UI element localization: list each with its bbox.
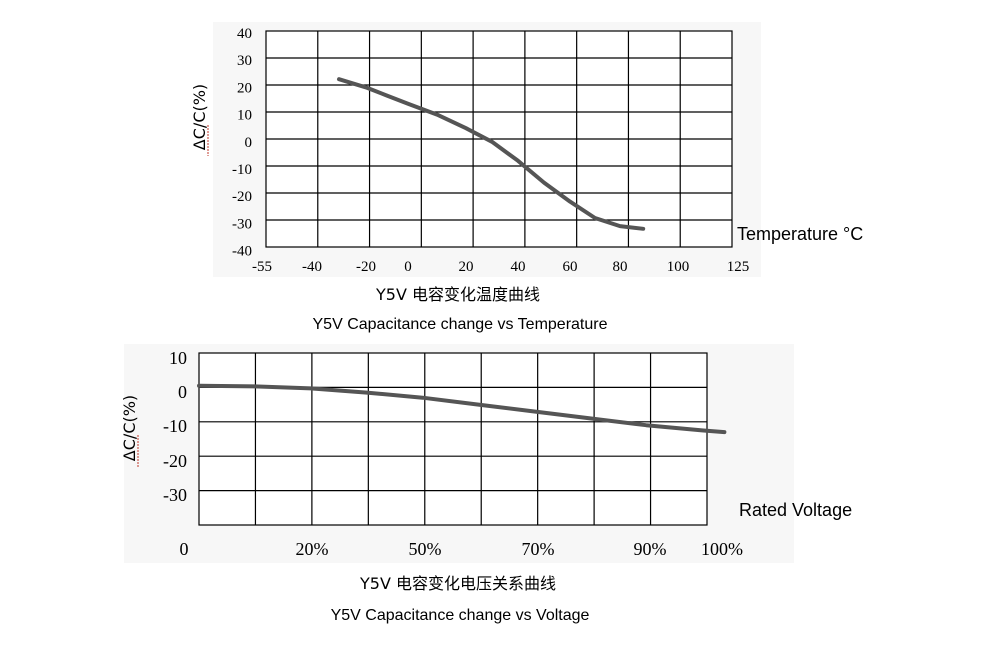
voltage-x-tick-label: 20% — [296, 539, 329, 559]
temperature-plot-frame — [265, 30, 733, 248]
temperature-y-tick-label: 30 — [237, 53, 252, 69]
temperature-y-tick-label: 10 — [237, 108, 252, 124]
voltage-plot-frame — [198, 352, 708, 526]
voltage-x-tick-label: 70% — [522, 539, 555, 559]
voltage-x-tick-label: 50% — [409, 539, 442, 559]
temperature-x-axis-side-label: Temperature °C — [737, 224, 863, 244]
temperature-x-tick-label: 60 — [563, 259, 578, 275]
voltage-title-cn: Y5V 电容变化电压关系曲线 — [359, 574, 556, 593]
temperature-y-tick-labels: 40 30 20 10 0 -10 -20 -30 -40 — [232, 26, 252, 260]
voltage-y-tick-label: 10 — [169, 348, 187, 368]
temperature-title-cn: Y5V 电容变化温度曲线 — [375, 285, 540, 304]
voltage-title-en: Y5V Capacitance change vs Voltage — [331, 607, 590, 624]
voltage-y-tick-label: 0 — [178, 382, 187, 402]
temperature-y-tick-label: -30 — [232, 216, 252, 232]
voltage-y-tick-labels: 10 0 -10 -20 -30 — [163, 348, 187, 505]
voltage-y-tick-label: -20 — [163, 451, 187, 471]
temperature-x-tick-label: 100 — [667, 259, 690, 275]
voltage-plot-area — [199, 353, 707, 525]
voltage-x-tick-label: 0 — [180, 539, 189, 559]
temperature-y-tick-label: 20 — [237, 80, 252, 96]
temperature-x-tick-label: 20 — [459, 259, 474, 275]
temperature-y-tick-label: -10 — [232, 162, 252, 178]
temperature-y-tick-label: -40 — [232, 244, 252, 260]
temperature-x-tick-label: -20 — [356, 259, 376, 275]
temperature-title-en: Y5V Capacitance change vs Temperature — [313, 316, 608, 333]
temperature-series-line — [337, 77, 646, 231]
voltage-y-axis-label: ΔC/C(%) — [120, 395, 139, 461]
voltage-y-tick-label: -30 — [163, 485, 187, 505]
temperature-x-tick-label: 80 — [613, 259, 628, 275]
temperature-y-tick-label: 40 — [237, 26, 252, 42]
voltage-x-tick-label: 100% — [701, 539, 743, 559]
temperature-grid — [266, 31, 732, 247]
temperature-y-tick-label: 0 — [245, 135, 253, 151]
temperature-x-tick-label: 125 — [727, 259, 750, 275]
voltage-series-line — [197, 383, 727, 435]
temperature-x-tick-label: 40 — [511, 259, 526, 275]
temperature-y-axis-label: ΔC/C(%) — [190, 84, 209, 150]
temperature-x-tick-labels: -55 -40 -20 0 20 40 60 80 100 125 — [252, 259, 749, 275]
temperature-x-tick-label: -40 — [302, 259, 322, 275]
voltage-y-tick-label: -10 — [163, 416, 187, 436]
temperature-x-tick-label: -55 — [252, 259, 272, 275]
temperature-x-tick-label: 0 — [404, 259, 412, 275]
voltage-x-tick-label: 90% — [634, 539, 667, 559]
voltage-x-tick-labels: 0 20% 50% 70% 90% 100% — [180, 539, 744, 559]
voltage-chart: 10 0 -10 -20 -30 0 20% 50% 70% 90% 100% ΔC/C(%) R… — [120, 344, 852, 624]
temperature-y-tick-label: -20 — [232, 189, 252, 205]
voltage-x-axis-side-label: Rated Voltage — [739, 500, 852, 520]
